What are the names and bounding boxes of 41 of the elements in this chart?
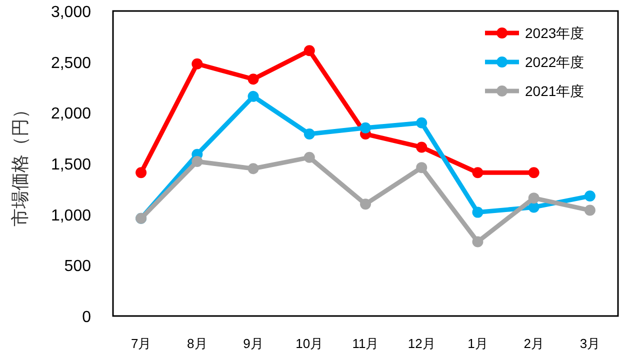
point xyxy=(528,192,540,204)
legend-label: 2023年度 xyxy=(525,25,584,41)
point xyxy=(416,162,428,174)
point xyxy=(416,142,428,153)
x-tick-label: 2月 xyxy=(524,336,544,351)
y-tick-label: 0 xyxy=(82,309,92,326)
point xyxy=(472,167,484,178)
point xyxy=(472,206,484,218)
point xyxy=(304,128,315,140)
y-tick-label: 2,500 xyxy=(50,54,92,72)
point xyxy=(528,167,540,178)
point xyxy=(584,190,596,202)
x-tick-label: 1月 xyxy=(468,336,488,351)
x-tick-label: 10月 xyxy=(296,336,324,351)
point xyxy=(192,58,203,70)
point xyxy=(416,117,428,128)
x-tick-label: 8月 xyxy=(187,336,208,351)
y-tick-label: 3,000 xyxy=(50,4,92,21)
point xyxy=(472,236,484,248)
y-tick-label: 1,500 xyxy=(50,156,92,174)
x-tick-label: 9月 xyxy=(243,336,264,351)
legend-label: 2021年度 xyxy=(525,83,584,99)
x-tick-label: 7月 xyxy=(130,336,152,351)
legend-label: 2022年度 xyxy=(525,54,584,70)
point xyxy=(304,152,315,163)
point xyxy=(360,198,371,210)
point xyxy=(248,74,259,85)
y-tick-label: 500 xyxy=(64,258,92,276)
point xyxy=(304,45,315,56)
point xyxy=(248,163,259,174)
point xyxy=(584,204,596,216)
point xyxy=(192,156,203,167)
point xyxy=(248,90,259,102)
point xyxy=(136,167,147,178)
y-tick-label: 2,000 xyxy=(50,106,92,123)
x-tick-label: 12月 xyxy=(408,336,436,351)
x-tick-label: 3月 xyxy=(580,336,600,351)
y-axis-title: 市場価格（円） xyxy=(10,100,30,226)
x-tick-label: 11月 xyxy=(352,336,379,351)
y-tick-label: 1,000 xyxy=(50,207,92,224)
point xyxy=(360,122,371,134)
